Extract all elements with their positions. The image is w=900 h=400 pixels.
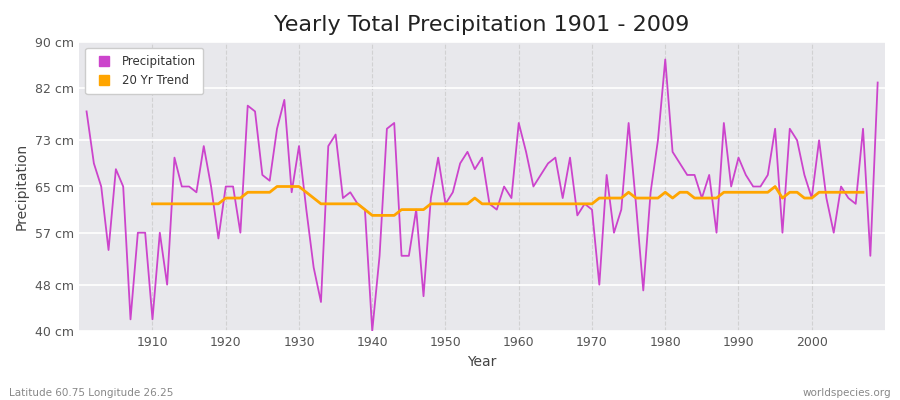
Y-axis label: Precipitation: Precipitation [15,143,29,230]
Text: worldspecies.org: worldspecies.org [803,388,891,398]
Text: Latitude 60.75 Longitude 26.25: Latitude 60.75 Longitude 26.25 [9,388,174,398]
X-axis label: Year: Year [467,355,497,369]
Legend: Precipitation, 20 Yr Trend: Precipitation, 20 Yr Trend [86,48,202,94]
Title: Yearly Total Precipitation 1901 - 2009: Yearly Total Precipitation 1901 - 2009 [274,15,689,35]
